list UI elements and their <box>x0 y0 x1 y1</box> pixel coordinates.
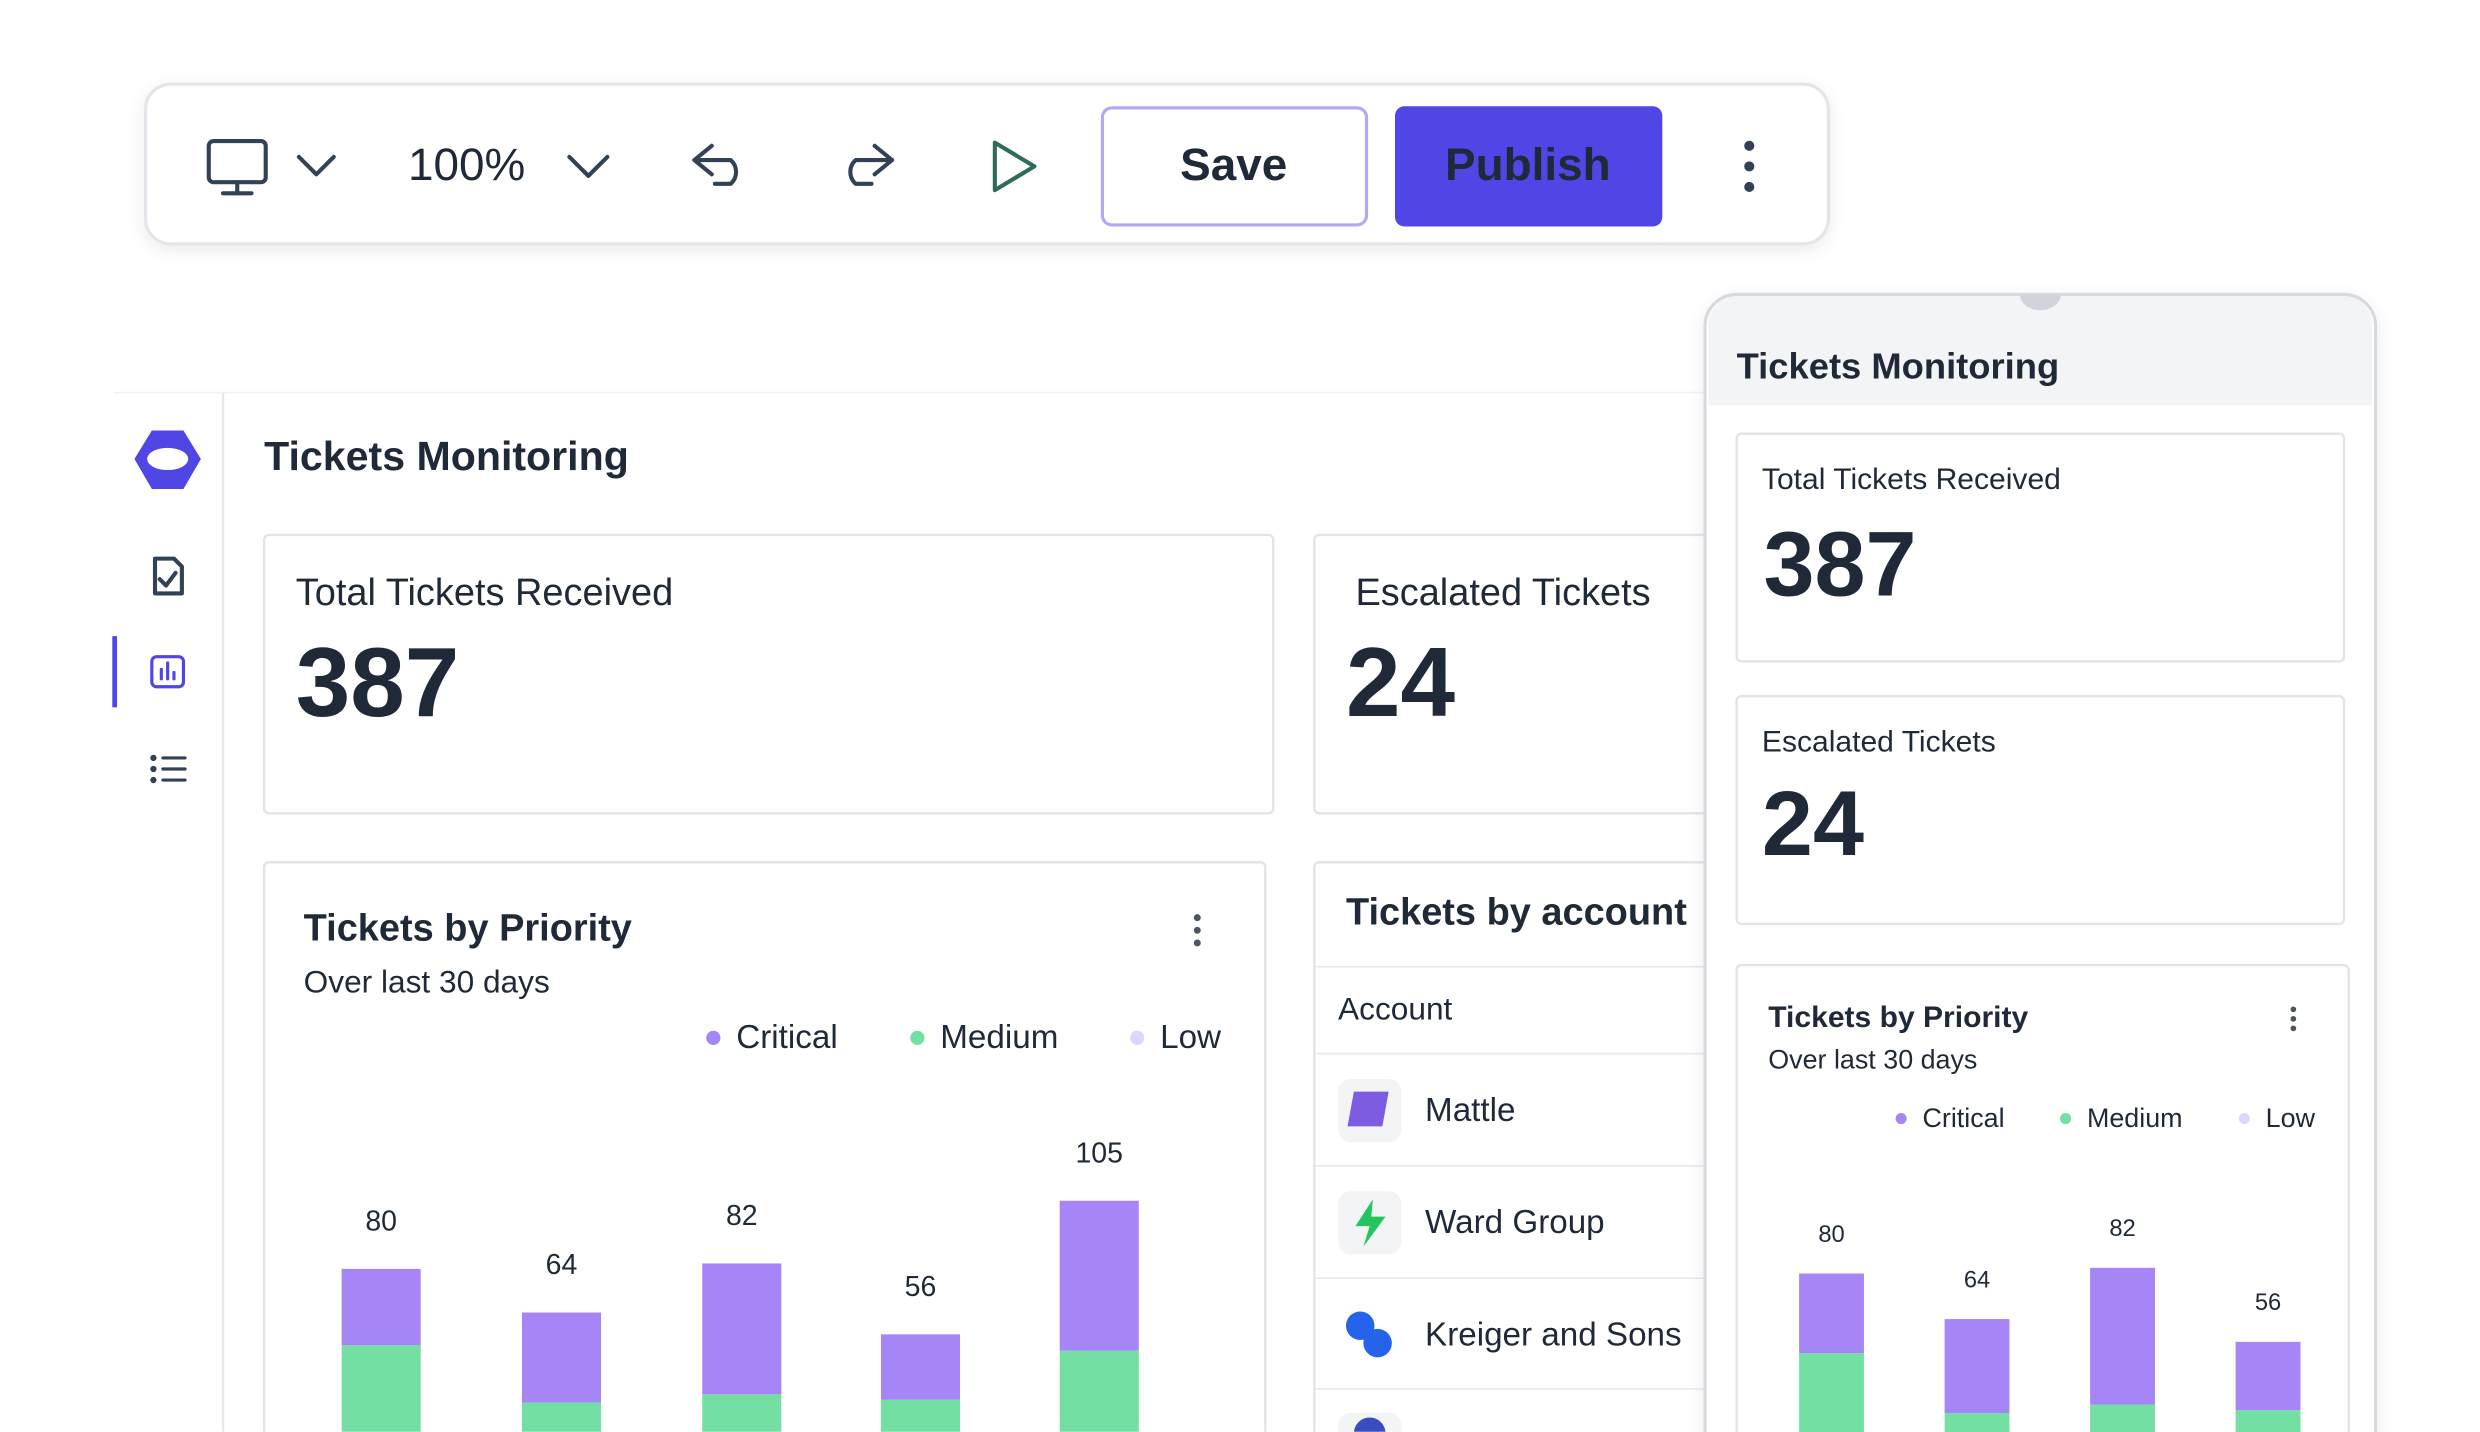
bar-total-label: 105 <box>1075 1137 1122 1169</box>
bar-segment <box>341 1345 421 1432</box>
bar-segment <box>1799 1273 1864 1354</box>
legend-label: Medium <box>2087 1103 2183 1133</box>
bar-segment <box>2235 1341 2301 1411</box>
bar-segment <box>702 1394 782 1432</box>
accounts-card <box>1313 861 1709 1432</box>
account-logo <box>1353 1417 1386 1432</box>
bar-segment <box>880 1399 961 1432</box>
kpi-label: Escalated Tickets <box>1355 572 1650 614</box>
bar-segment <box>1059 1350 1139 1432</box>
kpi-label: Total Tickets Received <box>1762 463 2061 496</box>
bar-total-label: 82 <box>726 1200 758 1232</box>
bar-segment <box>521 1312 602 1403</box>
legend-label: Low <box>2266 1103 2316 1133</box>
bar-segment <box>2090 1267 2155 1405</box>
nav-list[interactable] <box>150 754 187 784</box>
bar-segment <box>880 1334 961 1400</box>
logo <box>134 430 201 490</box>
bar-segment <box>1059 1200 1139 1351</box>
save-button[interactable] <box>1100 106 1369 227</box>
bar-segment <box>702 1263 782 1395</box>
kpi-card <box>1735 432 2346 663</box>
legend-swatch <box>2238 1112 2250 1125</box>
zoom-dropdown[interactable] <box>567 154 610 178</box>
dashboard-title: Tickets Monitoring <box>264 433 629 479</box>
bar-total-label: 64 <box>1964 1267 1990 1293</box>
kpi-value: 24 <box>1346 627 1455 737</box>
legend-label: Low <box>1160 1019 1222 1056</box>
legend-swatch <box>1895 1112 1907 1125</box>
bar-total-label: 80 <box>365 1206 397 1238</box>
nav-active-indicator <box>112 636 118 708</box>
device-picker[interactable] <box>206 139 336 196</box>
chart-subtitle: Over last 30 days <box>1768 1045 1977 1075</box>
chart-card <box>262 861 1267 1432</box>
bar-total-label: 56 <box>2255 1290 2281 1316</box>
redo-button[interactable] <box>848 143 895 186</box>
kpi-label: Total Tickets Received <box>296 572 673 614</box>
kpi-card <box>262 533 1275 815</box>
publish-button[interactable] <box>1395 106 1663 227</box>
bar-segment <box>1944 1413 2010 1432</box>
bar-segment <box>341 1268 421 1346</box>
chart-card <box>1735 963 2350 1432</box>
chart-title: Tickets by Priority <box>304 907 632 949</box>
legend-swatch <box>706 1030 721 1045</box>
bar-segment <box>521 1402 602 1432</box>
bar-segment <box>1799 1353 1864 1432</box>
zoom-level[interactable]: 100% <box>408 138 525 190</box>
account-name: Mattle <box>1425 1092 1515 1129</box>
kpi-card <box>1735 695 2346 926</box>
bar-total-label: 80 <box>1818 1222 1844 1248</box>
more-menu[interactable] <box>1744 140 1755 193</box>
bar-total-label: 82 <box>2109 1216 2135 1242</box>
kpi-value: 387 <box>296 627 460 737</box>
chart-menu[interactable] <box>1193 914 1201 947</box>
chart-title: Tickets by Priority <box>1768 1001 2028 1034</box>
chart-menu[interactable] <box>2290 1006 2297 1032</box>
bar-total-label: 64 <box>546 1249 578 1281</box>
account-logo <box>1347 1091 1389 1127</box>
bar-segment <box>2090 1404 2155 1432</box>
dashboard: Tickets Monitoring Total Tickets Receive… <box>112 391 1709 1432</box>
toolbar: 100% Save Publish <box>143 82 1830 246</box>
publish-label: Publish <box>1445 138 1611 190</box>
account-logo <box>1345 1311 1392 1358</box>
kpi-value: 387 <box>1764 514 1917 616</box>
preview-button[interactable] <box>992 140 1037 193</box>
nav-documents[interactable] <box>152 556 184 596</box>
bar-segment <box>1944 1319 2010 1414</box>
legend-swatch <box>1130 1030 1145 1045</box>
kpi-value: 24 <box>1762 773 1864 875</box>
account-name: Kreiger and Sons <box>1425 1317 1682 1354</box>
chart-plot: Critical Medium Low 80 64 82 56 <box>1799 1103 2316 1432</box>
legend-swatch <box>2060 1112 2072 1125</box>
preview-title: Tickets Monitoring <box>1737 345 2060 386</box>
legend-label: Critical <box>736 1019 837 1056</box>
undo-button[interactable] <box>692 143 739 186</box>
legend-label: Medium <box>940 1019 1058 1056</box>
account-name: Ward Group <box>1425 1204 1605 1241</box>
nav-reports[interactable] <box>150 655 186 689</box>
table-header: Account <box>1338 990 1452 1026</box>
account-logo <box>1355 1199 1386 1247</box>
bar-segment <box>2235 1410 2301 1432</box>
chart-subtitle: Over last 30 days <box>304 963 550 999</box>
accounts-title: Tickets by account <box>1346 892 1687 934</box>
preview-header <box>1708 296 2373 406</box>
save-label: Save <box>1180 138 1287 190</box>
chart-plot: Critical Medium Low 80 64 82 56 105 <box>341 1019 1222 1432</box>
mobile-preview: Tickets Monitoring Total Tickets Receive… <box>1703 292 2378 1432</box>
bar-total-label: 56 <box>905 1271 937 1303</box>
legend-label: Critical <box>1922 1103 2004 1133</box>
legend-swatch <box>910 1030 925 1045</box>
preview-notch <box>2019 294 2061 311</box>
kpi-card <box>1313 533 1709 815</box>
kpi-label: Escalated Tickets <box>1762 726 1996 759</box>
